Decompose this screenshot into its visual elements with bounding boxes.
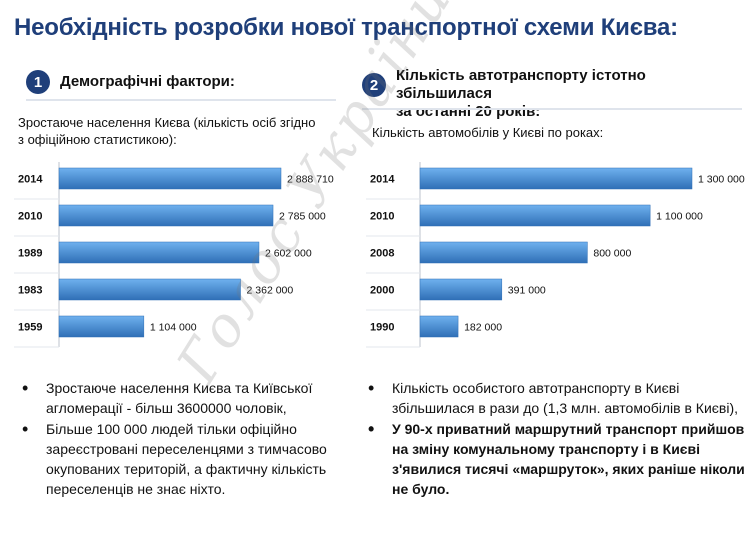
chart-2-value-label: 800 000 [593,248,631,260]
chart-2-bar-1990 [419,315,459,338]
chart-1-bar-1989 [58,241,260,264]
chart-1-caption: Зростаюче населення Києва (кількість осі… [18,114,348,148]
chart-2-bar-2014 [419,167,693,190]
section-1-number-badge: 1 [26,70,50,94]
section-2-number-badge: 2 [362,73,386,97]
section-1-header: 1 Демографічні фактори: [26,70,336,94]
chart-1-category-label: 1959 [18,322,42,334]
section-2-divider [362,108,742,110]
section-1-bullet-2: Більше 100 000 людей тільки офіційно зар… [20,419,340,499]
chart-2-value-label: 182 000 [464,322,502,334]
population-bar-chart: 2014 2 888 710 2010 2 785 000 1989 2 602 000 1… [14,162,334,348]
chart-1-bar-2010 [58,204,274,227]
chart-1-bar-2014 [58,167,282,190]
chart-1-category-label: 1989 [18,248,42,260]
section-1-bullets: Зростаюче населення Києва та Київської а… [20,378,340,500]
chart-2-bar-2008 [419,241,588,264]
cars-bar-chart: 2014 1 300 000 2010 1 100 000 2008 800 000 200… [366,162,745,348]
chart-2-category-label: 2000 [370,285,394,297]
chart-2-bar-2000 [419,278,503,301]
page-title: Необхідність розробки нової транспортної… [14,14,678,41]
chart-1-value-label: 1 104 000 [150,322,197,334]
section-2-heading-line-1: Кількість автотранспорту істотно збільши… [396,67,646,102]
chart-2-category-label: 2008 [370,248,394,260]
section-2-heading: Кількість автотранспорту істотно збільши… [396,67,742,121]
chart-2-category-label: 2014 [370,174,395,186]
chart-2-category-label: 2010 [370,211,394,223]
section-1-bullet-1: Зростаюче населення Києва та Київської а… [20,378,340,418]
section-2-heading-line-2: за останні 20 років: [396,103,541,120]
section-2-header: 2 Кількість автотранспорту істотно збіль… [362,67,742,121]
chart-1-bar-1983 [58,278,241,301]
section-1-heading: Демографічні фактори: [60,73,235,90]
chart-2-value-label: 1 100 000 [656,211,703,223]
chart-1-caption-line-2: з офіційною статистикою): [18,132,177,147]
section-2-bullet-2: У 90-х приватний маршрутний транспорт пр… [366,419,746,499]
chart-1-category-label: 1983 [18,285,42,297]
chart-1-value-label: 2 785 000 [279,211,326,223]
chart-1-value-label: 2 362 000 [247,285,294,297]
chart-1-value-label: 2 602 000 [265,248,312,260]
chart-2-caption: Кількість автомобілів у Києві по роках: [372,125,604,140]
chart-1-value-label: 2 888 710 [287,174,334,186]
chart-1-category-label: 2014 [18,174,43,186]
chart-1-category-label: 2010 [18,211,42,223]
section-2-bullet-1: Кількість особистого автотранспорту в Ки… [366,378,746,418]
chart-2-value-label: 1 300 000 [698,174,745,186]
section-1-divider [26,99,336,101]
chart-1-caption-line-1: Зростаюче населення Києва (кількість осі… [18,115,316,130]
chart-2-category-label: 1990 [370,322,394,334]
chart-2-bar-2010 [419,204,651,227]
chart-1-bar-1959 [58,315,145,338]
chart-2-value-label: 391 000 [508,285,546,297]
section-2-bullets: Кількість особистого автотранспорту в Ки… [366,378,746,500]
